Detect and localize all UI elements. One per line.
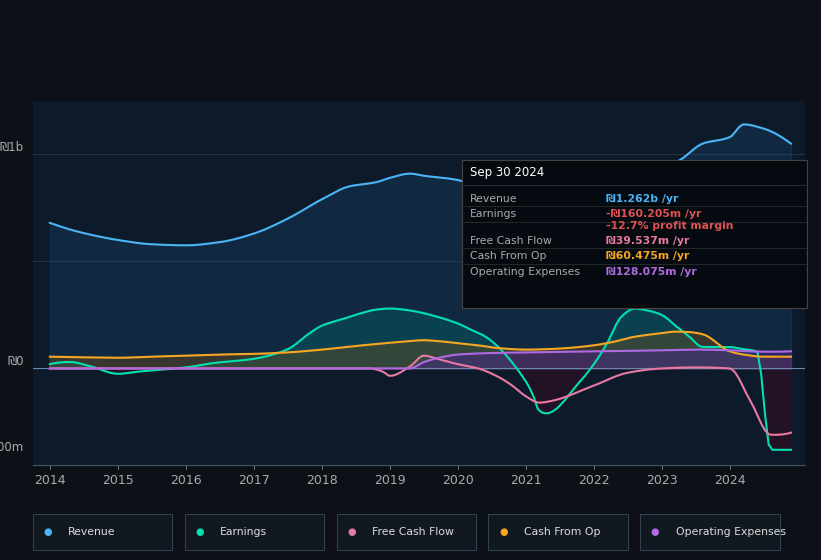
Text: Sep 30 2024: Sep 30 2024 <box>470 166 544 179</box>
Text: ₪60.475m /yr: ₪60.475m /yr <box>606 251 689 262</box>
Text: ●: ● <box>195 527 204 537</box>
Text: Revenue: Revenue <box>470 194 518 204</box>
Text: Operating Expenses: Operating Expenses <box>676 527 786 537</box>
Text: Cash From Op: Cash From Op <box>470 251 547 262</box>
Text: Earnings: Earnings <box>470 209 517 220</box>
Text: ●: ● <box>499 527 507 537</box>
Text: -₪160.205m /yr: -₪160.205m /yr <box>606 209 701 220</box>
Text: Revenue: Revenue <box>68 527 116 537</box>
Text: Operating Expenses: Operating Expenses <box>470 267 580 277</box>
Text: ●: ● <box>347 527 355 537</box>
Text: ●: ● <box>44 527 52 537</box>
Text: ₪0: ₪0 <box>7 356 24 368</box>
Text: Free Cash Flow: Free Cash Flow <box>372 527 454 537</box>
Text: ●: ● <box>651 527 659 537</box>
Text: ₪1b: ₪1b <box>0 141 24 155</box>
Text: ₪1.262b /yr: ₪1.262b /yr <box>606 194 678 204</box>
Text: Free Cash Flow: Free Cash Flow <box>470 236 552 246</box>
Text: ₪128.075m /yr: ₪128.075m /yr <box>606 267 696 277</box>
Text: Earnings: Earnings <box>220 527 267 537</box>
Text: -₪400m: -₪400m <box>0 441 24 454</box>
Text: Cash From Op: Cash From Op <box>524 527 600 537</box>
Text: -12.7% profit margin: -12.7% profit margin <box>606 221 733 231</box>
Text: ₪39.537m /yr: ₪39.537m /yr <box>606 236 689 246</box>
